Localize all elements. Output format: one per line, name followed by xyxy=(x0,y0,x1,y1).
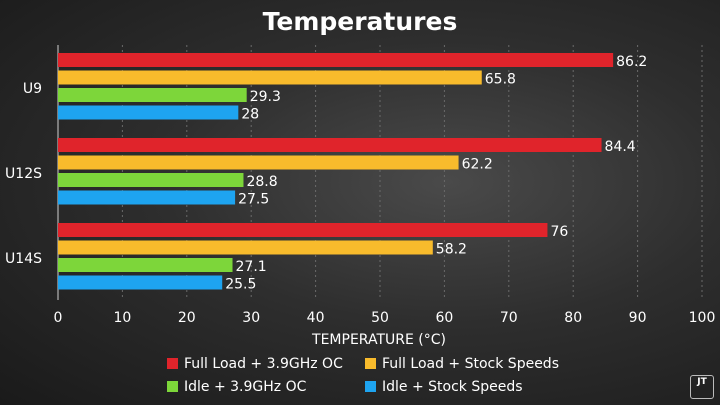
data-label: 29.3 xyxy=(250,89,281,105)
bar xyxy=(58,138,602,152)
bar xyxy=(58,155,459,170)
legend-swatch xyxy=(365,381,376,392)
x-tick-label: 70 xyxy=(500,310,518,326)
legend-swatch xyxy=(167,381,178,392)
bar xyxy=(58,53,614,67)
data-label: 86.2 xyxy=(616,54,647,70)
data-label: 65.8 xyxy=(485,72,516,88)
x-tick-label: 100 xyxy=(689,310,716,326)
legend-entry: Idle + Stock Speeds xyxy=(382,379,523,395)
data-label: 84.4 xyxy=(605,139,636,155)
bar xyxy=(58,258,233,272)
legend-entry: Full Load + 3.9GHz OC xyxy=(184,356,343,372)
legend-entry: Idle + 3.9GHz OC xyxy=(184,379,307,395)
data-label: 25.5 xyxy=(225,277,256,293)
x-tick-labels-group: 0 10 20 30 40 50 60 70 80 90 100 xyxy=(54,310,716,326)
legend: Full Load + 3.9GHz OC Full Load + Stock S… xyxy=(167,356,559,395)
category-label: U12S xyxy=(5,166,42,182)
bar xyxy=(58,275,223,290)
data-label: 76 xyxy=(550,224,568,240)
data-label: 28.8 xyxy=(246,174,277,190)
data-labels-group: 86.2 65.8 29.3 28 84.4 62.2 28.8 27.5 76 58.2 27.1… xyxy=(225,54,647,293)
bar xyxy=(58,105,239,120)
x-tick-label: 20 xyxy=(178,310,196,326)
x-tick-label: 60 xyxy=(435,310,453,326)
x-tick-label: 90 xyxy=(629,310,647,326)
grid xyxy=(57,45,703,300)
chart-title: Temperatures xyxy=(263,7,458,36)
bar xyxy=(58,240,433,255)
bar xyxy=(58,223,548,237)
x-tick-label: 50 xyxy=(371,310,389,326)
category-labels-group: U9 U12S U14S xyxy=(5,81,42,267)
x-axis-label: TEMPERATURE (°C) xyxy=(311,332,446,348)
x-tick-label: 0 xyxy=(54,310,63,326)
x-tick-label: 40 xyxy=(307,310,325,326)
data-label: 27.5 xyxy=(238,192,269,208)
data-label: 28 xyxy=(241,107,259,123)
category-label: U9 xyxy=(23,81,42,97)
x-tick-label: 10 xyxy=(113,310,131,326)
data-label: 62.2 xyxy=(462,157,493,173)
bar xyxy=(58,88,247,102)
bars-group xyxy=(58,53,614,290)
bar xyxy=(58,173,244,187)
x-tick-label: 80 xyxy=(564,310,582,326)
data-label: 58.2 xyxy=(436,242,467,258)
legend-swatch xyxy=(167,358,178,369)
legend-entry: Full Load + Stock Speeds xyxy=(382,356,559,372)
category-label: U14S xyxy=(5,251,42,267)
bar xyxy=(58,190,236,205)
x-tick-label: 30 xyxy=(242,310,260,326)
watermark-text: JT xyxy=(697,377,707,387)
legend-swatch xyxy=(365,358,376,369)
data-label: 27.1 xyxy=(236,259,267,275)
bar xyxy=(58,70,482,85)
watermark-logo: JT xyxy=(690,375,714,399)
